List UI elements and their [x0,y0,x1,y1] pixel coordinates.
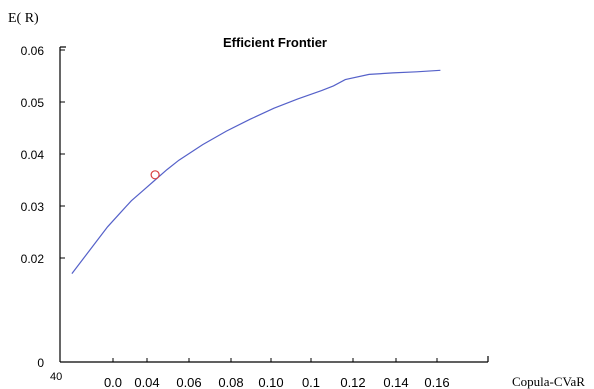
y-tick-label: 0.03 [21,200,45,214]
y-ticks: 0.06 0.05 0.04 0.03 0.02 0 [21,44,65,370]
y-tick-label: 0 [37,356,44,370]
x-tick-label: 0.08 [218,375,243,389]
x-tick-label: 0.1 [302,375,320,389]
highlight-point [150,170,160,180]
chart-title: Efficient Frontier [223,35,327,50]
y-tick-label: 0.04 [21,148,45,162]
y-tick-label: 0.05 [21,96,45,110]
x-ticks: 40 0.0 0.04 0.06 0.08 0.10 0.1 0.12 0.14 0.16 [50,358,450,389]
x-origin-label: 40 [50,371,62,383]
y-tick-label: 0.06 [21,44,45,58]
series-group [71,69,441,274]
frontier-line [71,69,441,274]
x-axis-label: Copula-CVaR [512,374,585,389]
x-tick-label: 0.04 [134,375,159,389]
x-tick-label: 0.0 [104,375,122,389]
x-tick-label: 0.10 [258,375,283,389]
x-tick-label: 0.14 [383,375,408,389]
x-tick-label: 0.12 [340,375,365,389]
y-tick-label: 0.02 [21,252,45,266]
x-tick-label: 0.06 [176,375,201,389]
x-tick-label: 0.16 [424,375,449,389]
axes [59,46,489,363]
y-axis-label: E( R) [8,11,39,26]
